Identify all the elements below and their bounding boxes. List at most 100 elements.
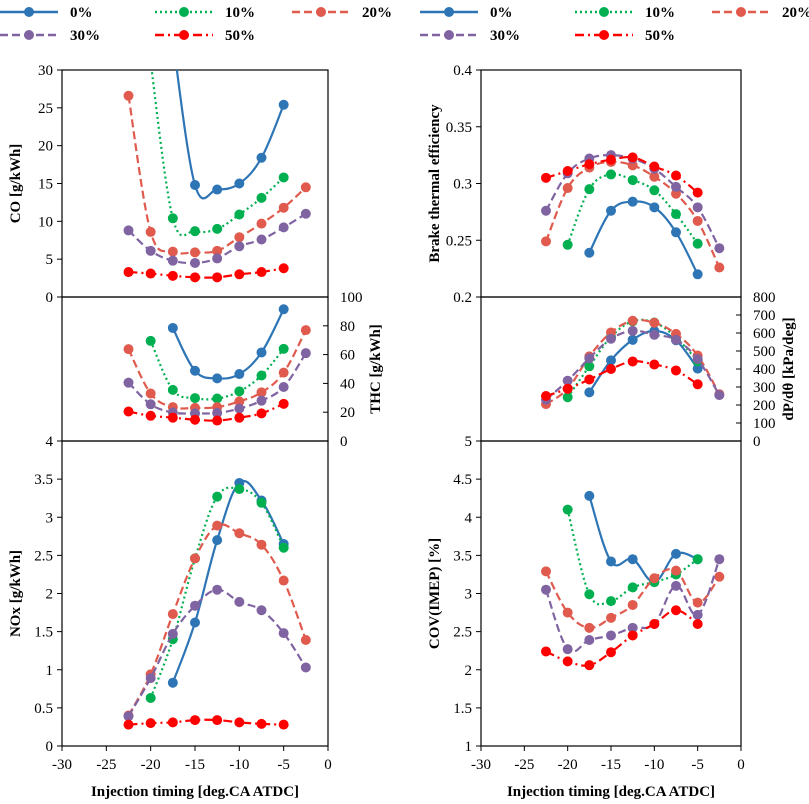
- data-point: [212, 535, 223, 546]
- data-point: [145, 268, 156, 279]
- data-point: [190, 553, 200, 564]
- data-point: [649, 573, 660, 584]
- data-point: [714, 262, 725, 273]
- data-point: [627, 334, 638, 345]
- data-point: [234, 412, 245, 423]
- legend-label: 30%: [70, 28, 100, 44]
- data-point: [145, 692, 156, 703]
- series-line-10pct: [150, 70, 285, 237]
- data-point: [584, 374, 595, 385]
- y-axis-label: dP/dθ [kPa/deg]: [781, 317, 797, 420]
- data-point: [562, 383, 573, 394]
- y-tick-label: 100: [753, 416, 776, 432]
- y-tick-label: 10: [38, 214, 53, 230]
- data-point: [671, 334, 681, 345]
- y-tick-label: 0.4: [453, 63, 472, 79]
- y-tick-label: 2.5: [34, 548, 53, 564]
- data-point: [627, 196, 638, 207]
- data-point: [278, 202, 289, 213]
- data-point: [649, 329, 660, 340]
- data-point: [606, 647, 616, 658]
- data-point: [627, 315, 638, 326]
- data-point: [234, 209, 245, 220]
- data-point: [256, 718, 267, 729]
- data-point: [671, 365, 681, 376]
- data-point: [606, 556, 616, 567]
- legend-item-0pct: 0%: [0, 5, 93, 21]
- y-tick-label: 2: [465, 663, 473, 679]
- data-point: [562, 239, 573, 250]
- x-tick-label: -10: [229, 757, 249, 773]
- data-point: [714, 390, 725, 401]
- data-point: [278, 304, 289, 315]
- data-point: [145, 226, 156, 237]
- data-point: [606, 169, 616, 180]
- data-point: [212, 223, 223, 234]
- data-point: [123, 711, 134, 722]
- panel-bte: 0.2 0.25 0.3 0.35 0.4 Brake thermal efficienc…: [427, 63, 742, 306]
- data-point: [606, 364, 616, 374]
- y-tick-label: 1.5: [453, 701, 472, 717]
- y-tick-label: 3: [465, 587, 473, 603]
- x-tick-label: -5: [277, 757, 290, 773]
- legend-item-50pct: 50%: [575, 28, 675, 44]
- data-point: [541, 172, 551, 183]
- data-point: [256, 497, 267, 508]
- legend-item-0pct: 0%: [420, 5, 513, 21]
- data-point: [145, 673, 156, 684]
- data-point: [256, 387, 267, 398]
- data-point: [278, 575, 289, 586]
- data-point: [167, 628, 178, 639]
- y-tick-label: 0.25: [446, 233, 472, 249]
- data-point: [584, 247, 595, 258]
- data-point: [606, 355, 616, 366]
- data-point: [212, 584, 223, 595]
- data-point: [123, 267, 134, 278]
- data-point: [649, 171, 660, 182]
- legend-marker: [179, 30, 189, 40]
- data-point: [190, 617, 200, 628]
- data-point: [212, 520, 223, 531]
- panel-co: 0 5 10 15 20 25 30 CO [g/kWh]: [8, 63, 329, 306]
- data-point: [123, 344, 134, 355]
- data-point: [671, 548, 681, 559]
- data-point: [692, 269, 703, 280]
- y-tick-label: 20: [340, 405, 355, 421]
- x-tick-label: 0: [737, 757, 745, 773]
- data-point: [256, 370, 267, 381]
- x-axis-label: Injection timing [deg.CA ATDC]: [507, 784, 715, 800]
- data-point: [190, 257, 200, 268]
- data-point: [278, 99, 289, 110]
- y-tick-label: 1.5: [34, 625, 53, 641]
- data-point: [300, 325, 311, 336]
- legend-item-50pct: 50%: [155, 28, 255, 44]
- data-point: [541, 236, 551, 247]
- x-axis-label: Injection timing [deg.CA ATDC]: [91, 784, 299, 800]
- legend-label: 30%: [490, 28, 520, 44]
- data-point: [256, 152, 267, 163]
- panel-thc: 0 20 40 60 80 100 THC [g/kWh]: [61, 290, 384, 450]
- y-tick-label: 2.5: [453, 625, 472, 641]
- y-axis-label: Brake thermal efficiency: [427, 104, 443, 263]
- data-point: [541, 205, 551, 216]
- y-tick-label: 0: [340, 434, 348, 450]
- legend-marker: [24, 30, 34, 40]
- x-tick-label: -20: [141, 757, 161, 773]
- data-point: [562, 375, 573, 386]
- data-point: [145, 399, 156, 410]
- data-point: [692, 619, 703, 629]
- data-point: [145, 335, 156, 346]
- data-point: [123, 719, 134, 730]
- data-point: [256, 192, 267, 203]
- data-point: [584, 387, 595, 398]
- data-point: [649, 202, 660, 213]
- data-point: [234, 528, 245, 539]
- series-line-0pct: [588, 329, 699, 394]
- data-point: [190, 180, 200, 191]
- data-point: [234, 241, 245, 252]
- x-tick-label: -30: [471, 757, 491, 773]
- data-point: [167, 677, 178, 688]
- data-point: [627, 582, 638, 593]
- data-point: [584, 361, 595, 372]
- plot-frame: [480, 69, 742, 298]
